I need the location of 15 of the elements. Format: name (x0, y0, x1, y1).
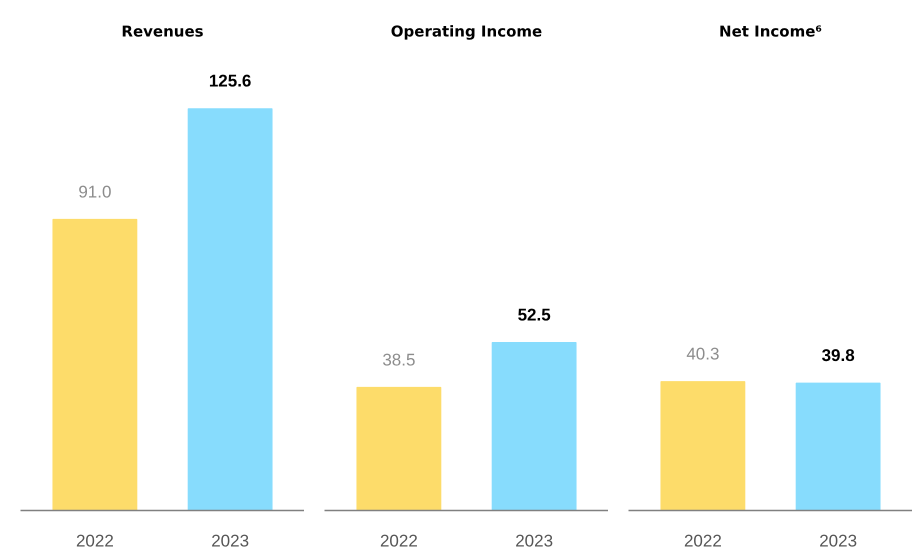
x-tick-label: 2022 (380, 532, 418, 550)
data-label: 38.5 (382, 350, 416, 370)
chart-title: Revenues (121, 22, 204, 40)
x-tick-label: 2022 (684, 532, 722, 550)
x-tick-label: 2023 (211, 532, 250, 550)
x-tick-label: 2023 (515, 532, 554, 550)
x-tick-label: 2023 (819, 532, 858, 550)
data-label: 91.0 (78, 182, 112, 202)
chart-title: Operating Income (390, 22, 542, 40)
data-label: 125.6 (208, 72, 252, 91)
chart-title: Net Income⁶ (719, 22, 822, 40)
data-label: 39.8 (822, 346, 855, 366)
data-label: 52.5 (518, 306, 551, 325)
x-tick-label: 2022 (76, 532, 114, 550)
data-label: 40.3 (686, 344, 720, 364)
